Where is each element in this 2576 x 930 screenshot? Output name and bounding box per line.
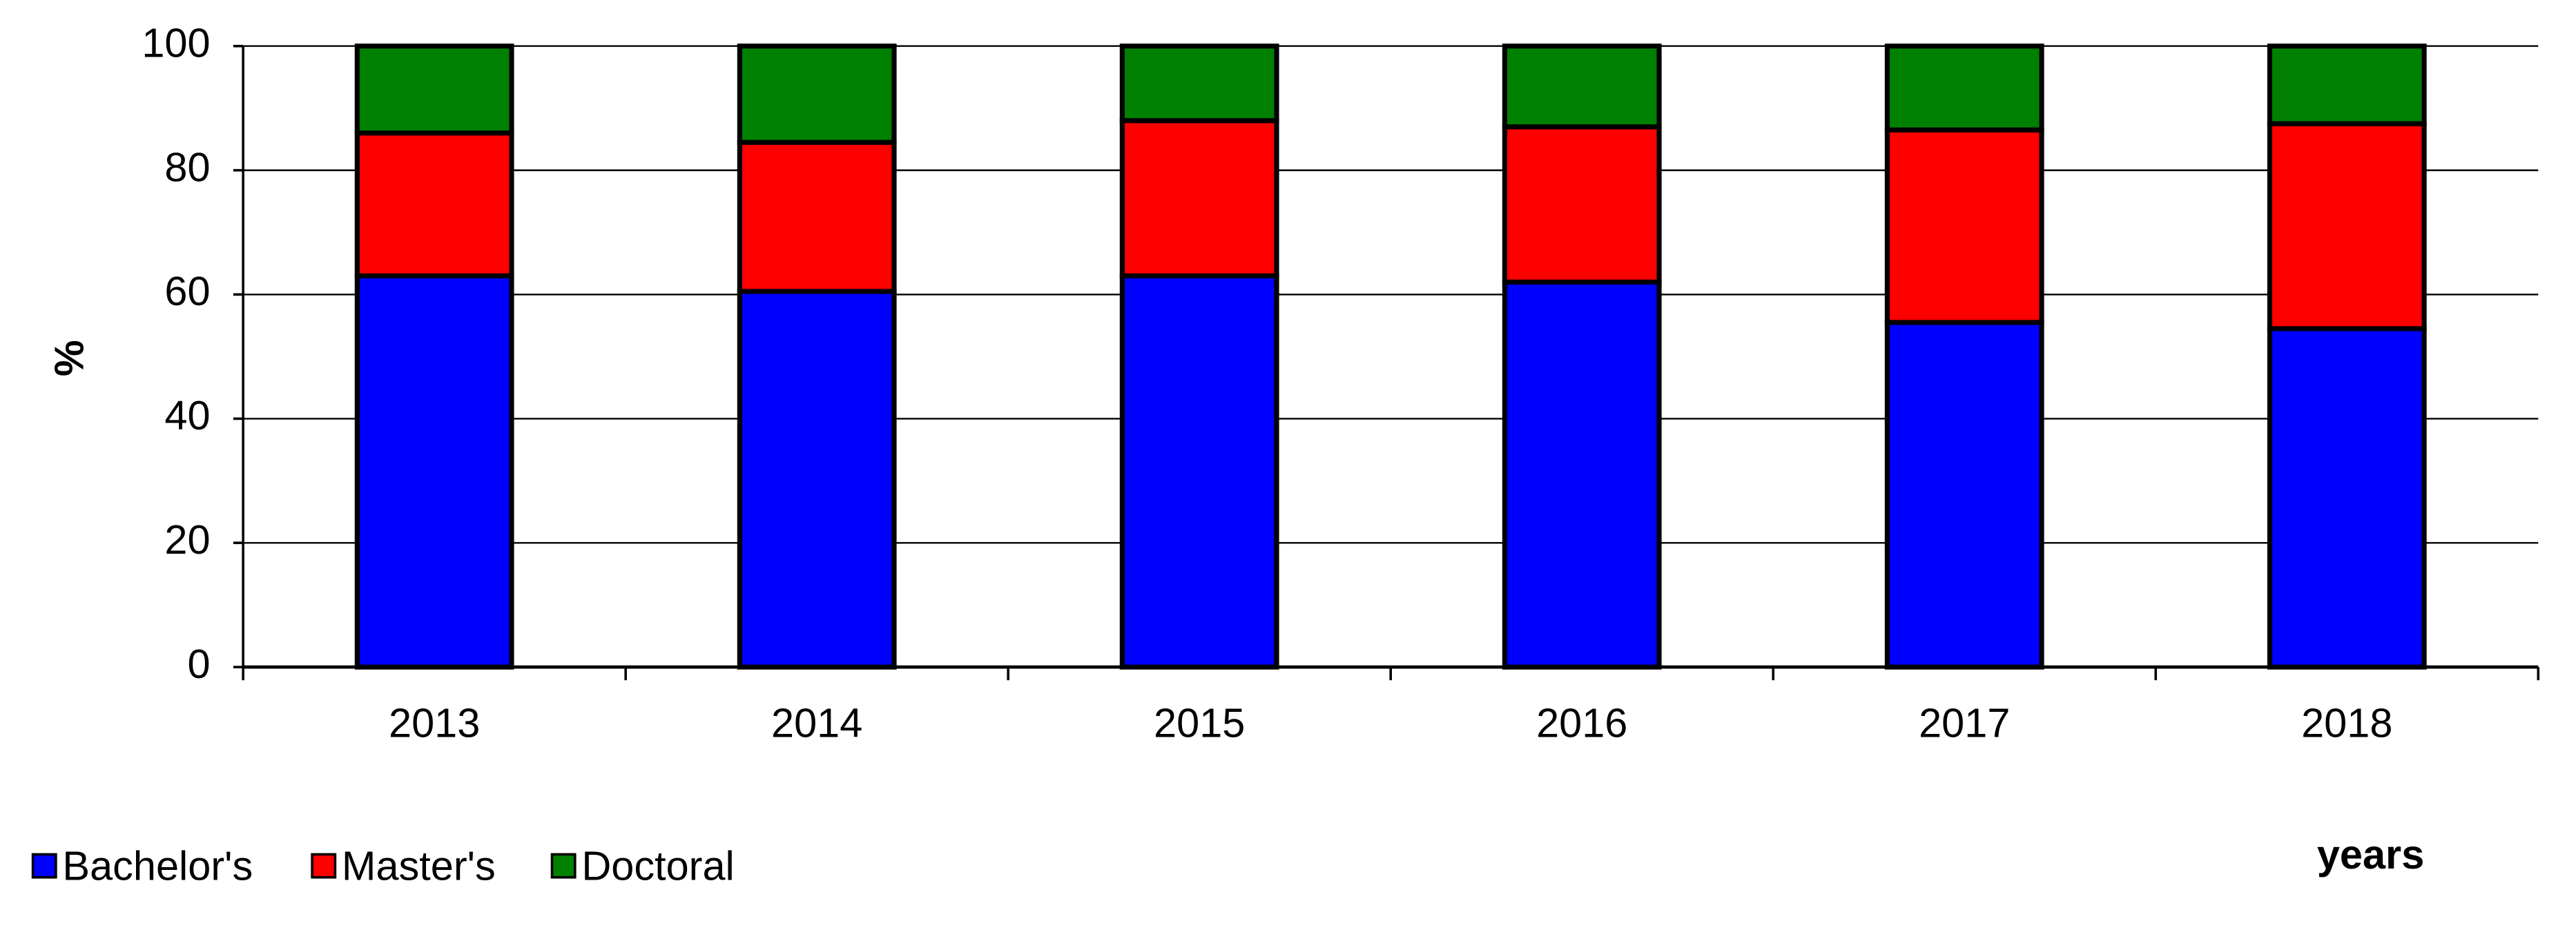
bar-segment bbox=[2267, 121, 2427, 331]
legend-label: Doctoral bbox=[581, 843, 734, 889]
legend-swatch bbox=[550, 853, 577, 879]
bar-segment bbox=[354, 273, 514, 670]
bar-segment bbox=[1502, 124, 1662, 285]
bar-segment bbox=[1119, 118, 1279, 279]
bar-segment bbox=[2267, 43, 2427, 126]
y-tick-label: 80 bbox=[164, 144, 210, 190]
bar-segment bbox=[354, 43, 514, 136]
bar-segment bbox=[737, 139, 897, 294]
y-tick-label: 20 bbox=[164, 516, 210, 563]
y-tick-label: 100 bbox=[142, 19, 210, 66]
x-tick-label: 2013 bbox=[389, 700, 480, 746]
x-tick-label: 2014 bbox=[771, 700, 862, 746]
bar-segment bbox=[1119, 43, 1279, 124]
bar-segment bbox=[1502, 279, 1662, 670]
x-tick-label: 2016 bbox=[1536, 700, 1627, 746]
y-tick-label: 60 bbox=[164, 268, 210, 314]
bar-segment bbox=[737, 289, 897, 670]
legend-swatch bbox=[311, 853, 337, 879]
legend-label: Master's bbox=[342, 843, 496, 889]
x-axis-label: years bbox=[2317, 831, 2424, 878]
bar-segment bbox=[1502, 43, 1662, 130]
bar-segment bbox=[1884, 43, 2044, 133]
bar-segment bbox=[1884, 127, 2044, 325]
bar-segment bbox=[354, 130, 514, 279]
x-tick-label: 2017 bbox=[1919, 700, 2010, 746]
x-tick-label: 2018 bbox=[2301, 700, 2392, 746]
y-axis-label: % bbox=[46, 340, 92, 376]
legend-label: Bachelor's bbox=[62, 843, 253, 889]
bar-segment bbox=[2267, 326, 2427, 670]
x-tick-label: 2015 bbox=[1154, 700, 1245, 746]
bar-segment bbox=[1884, 320, 2044, 670]
y-tick-label: 40 bbox=[164, 392, 210, 438]
legend-swatch bbox=[31, 853, 57, 879]
y-tick-label: 0 bbox=[187, 641, 210, 687]
bar-segment bbox=[1119, 273, 1279, 670]
bar-segment bbox=[737, 43, 897, 145]
